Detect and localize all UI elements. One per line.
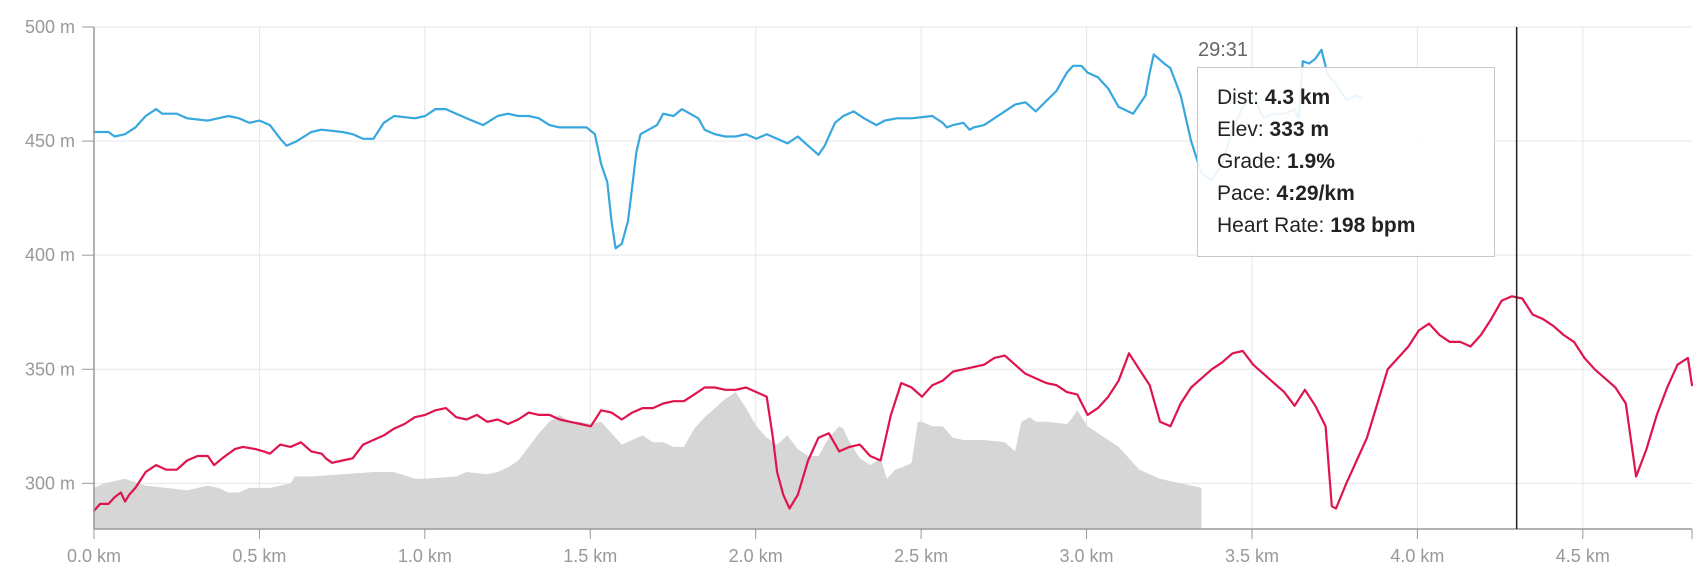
tooltip-time-label: 29:31 (1198, 39, 1248, 61)
x-tick-label: 4.0 km (1390, 546, 1444, 566)
x-tick-label: 1.5 km (563, 546, 617, 566)
x-tick-label: 0.0 km (67, 546, 121, 566)
x-tick-label: 2.5 km (894, 546, 948, 566)
y-tick-label: 350 m (25, 359, 75, 379)
tick-labels: 500 m 450 m 400 m 350 m 300 m 0.0 km 0.5 km 1.0… (25, 17, 1693, 566)
tooltip-pace: Pace: 4:29/km (1217, 182, 1355, 205)
axes (93, 27, 1692, 530)
pace-series-line (92, 48, 1362, 250)
x-tick-label: 0.5 km (232, 546, 286, 566)
hover-tooltip: Dist: 4.3 km Elev: 333 m Grade: 1.9% Pac… (1197, 67, 1495, 257)
series-lines (92, 48, 1694, 512)
heart-rate-series-line (92, 295, 1694, 512)
tooltip-elevation: Elev: 333 m (1217, 118, 1330, 141)
tooltip-heart-rate: Heart Rate: 198 bpm (1217, 214, 1416, 237)
x-tick-label: 2.0 km (729, 546, 783, 566)
x-tick-label: 3.5 km (1225, 546, 1279, 566)
x-tick-label: 4.5 km (1556, 546, 1610, 566)
y-tick-label: 450 m (25, 131, 75, 151)
elevation-profile-area (94, 392, 1202, 529)
tooltip-distance: Dist: 4.3 km (1217, 86, 1331, 109)
y-tick-label: 500 m (25, 17, 75, 37)
y-tick-label: 300 m (25, 473, 75, 493)
x-tick-label: 1.0 km (398, 546, 452, 566)
x-tick-label: 3.0 km (1060, 546, 1114, 566)
elevation-area-layer (94, 392, 1202, 529)
y-tick-label: 400 m (25, 245, 75, 265)
tooltip-grade: Grade: 1.9% (1217, 150, 1335, 173)
